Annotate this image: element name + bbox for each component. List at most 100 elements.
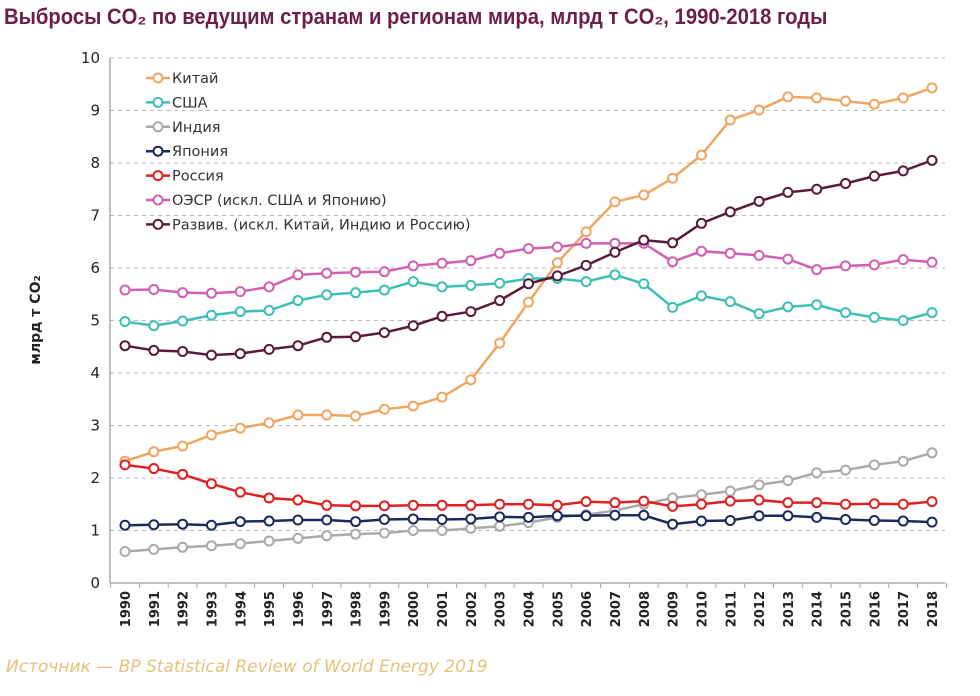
data-point — [465, 522, 477, 534]
data-point — [465, 279, 477, 291]
data-point — [321, 289, 333, 301]
x-tick-label: 1998 — [350, 591, 365, 627]
y-tick-label: 5 — [90, 312, 100, 330]
x-tick-label: 1994 — [234, 591, 249, 627]
data-point — [724, 296, 736, 308]
data-point — [695, 290, 707, 302]
data-point — [350, 516, 362, 528]
data-point — [523, 296, 534, 308]
data-point — [378, 266, 390, 278]
data-point — [321, 331, 333, 343]
legend-label: Япония — [172, 144, 228, 160]
data-point — [724, 114, 736, 126]
data-point — [436, 310, 448, 322]
data-point — [119, 546, 131, 557]
data-point — [926, 82, 938, 94]
data-point — [868, 498, 880, 510]
data-point — [523, 498, 534, 510]
legend-marker — [152, 96, 164, 108]
data-point — [436, 499, 448, 511]
x-tick-label: 1993 — [205, 591, 220, 627]
legend-label: Китай — [172, 71, 218, 87]
x-tick-label: 2005 — [551, 591, 566, 627]
data-point — [263, 343, 275, 355]
data-point — [753, 249, 765, 261]
data-point — [378, 513, 390, 525]
data-point — [407, 499, 419, 511]
data-point — [205, 519, 217, 531]
data-point — [695, 245, 707, 257]
data-point — [465, 374, 477, 386]
data-point — [782, 510, 794, 522]
data-point — [234, 486, 246, 498]
data-point — [782, 301, 794, 313]
data-point — [868, 259, 880, 271]
data-point — [580, 276, 592, 288]
data-point — [667, 172, 679, 184]
data-point — [897, 254, 909, 266]
data-point — [292, 514, 304, 526]
data-point — [695, 149, 707, 161]
data-point — [263, 535, 275, 547]
data-point — [897, 315, 909, 326]
y-tick-label: 9 — [90, 102, 100, 120]
data-point — [551, 499, 563, 511]
data-point — [436, 281, 448, 293]
data-point — [148, 344, 160, 356]
data-point — [897, 92, 909, 104]
legend-marker — [152, 121, 164, 133]
legend-label: ОЭСР (искл. США и Японию) — [172, 193, 387, 209]
data-point — [148, 463, 160, 475]
data-point — [177, 315, 189, 327]
data-point — [119, 459, 131, 471]
data-point — [465, 499, 477, 511]
x-tick-label: 2000 — [407, 591, 422, 627]
legend-label: Россия — [172, 169, 224, 185]
legend-label: Индия — [172, 120, 221, 136]
data-point — [724, 206, 736, 218]
data-point — [753, 479, 765, 491]
y-tick-label: 2 — [90, 469, 100, 487]
data-point — [350, 528, 362, 540]
data-point — [148, 519, 160, 531]
legend-marker — [152, 194, 164, 206]
data-point — [840, 498, 852, 510]
legend-marker — [152, 218, 164, 230]
y-axis-label: млрд т CO₂ — [28, 275, 44, 364]
data-point — [638, 234, 650, 246]
data-point — [321, 499, 333, 511]
y-tick-label: 1 — [90, 522, 100, 540]
x-tick-label: 2017 — [897, 591, 912, 627]
data-point — [523, 278, 534, 290]
y-tick-label: 0 — [90, 574, 100, 592]
x-tick-label: 1990 — [119, 591, 134, 627]
data-point — [926, 447, 938, 459]
data-point — [811, 264, 823, 276]
data-point — [840, 260, 852, 272]
data-point — [667, 500, 679, 512]
data-point — [897, 515, 909, 527]
data-point — [350, 266, 362, 278]
data-point — [840, 307, 852, 319]
data-point — [753, 308, 765, 320]
data-point — [609, 509, 621, 521]
x-tick-label: 1997 — [321, 591, 336, 627]
x-tick-label: 2014 — [811, 591, 826, 627]
data-point — [321, 514, 333, 526]
data-point — [177, 345, 189, 357]
data-point — [436, 391, 448, 403]
data-point — [609, 497, 621, 509]
data-point — [782, 253, 794, 265]
y-tick-label: 7 — [90, 207, 100, 225]
data-point — [667, 301, 679, 313]
x-tick-label: 2010 — [695, 591, 710, 627]
data-point — [234, 422, 246, 434]
x-tick-label: 2001 — [436, 591, 451, 627]
data-point — [205, 309, 217, 321]
data-point — [667, 256, 679, 268]
x-tick-label: 2012 — [753, 591, 768, 627]
data-point — [494, 498, 506, 510]
data-point — [292, 409, 304, 421]
data-point — [494, 247, 506, 259]
data-point — [148, 543, 160, 555]
